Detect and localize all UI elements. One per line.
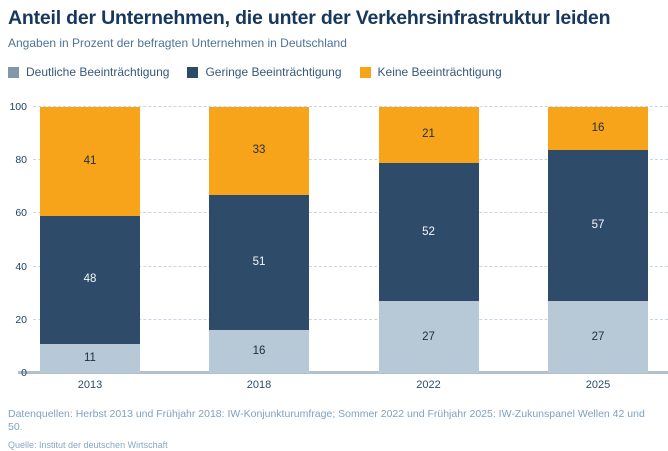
value-label: 27 (422, 330, 435, 343)
legend-label: Keine Beeinträchtigung (377, 65, 502, 79)
legend-marker-icon (359, 66, 371, 78)
legend-item-1: Geringe Beeinträchtigung (187, 65, 342, 79)
bar-2022: 27 52 21 (378, 107, 479, 373)
value-label: 11 (84, 351, 96, 364)
bar-segment-2025-series-2: 16 (548, 107, 648, 150)
value-label: 21 (422, 128, 435, 141)
gridline-60 (33, 212, 668, 214)
x-tick-label-2013: 2013 (77, 379, 103, 391)
y-tick-label-0: 0 (21, 367, 27, 379)
y-tick-label-40: 40 (15, 260, 27, 273)
x-tick-label-2022: 2022 (416, 379, 441, 391)
value-label: 33 (252, 144, 266, 157)
gridline-40 (33, 265, 668, 267)
chart-subtitle: Angaben in Prozent der befragten Unterne… (8, 36, 347, 50)
y-tick-label-100: 100 (9, 101, 27, 113)
value-label: 52 (422, 225, 435, 238)
bar-2013: 11 48 41 (40, 107, 140, 373)
legend-marker-icon (187, 66, 199, 78)
chart-title: Anteil der Unternehmen, die unter der Ve… (8, 7, 611, 29)
x-axis: 2013 2018 2022 2025 (0, 373, 668, 395)
y-tick-label-80: 80 (15, 154, 27, 167)
x-tick-label-2025: 2025 (585, 379, 611, 391)
bar-segment-2013-series-1: 48 (40, 216, 140, 344)
plot-area: 0 20 40 60 80 100 11 48 41 16 51 33 27 52 21 27 57 16 (0, 101, 668, 379)
bar-segment-2025-series-0: 27 (548, 301, 648, 373)
legend-label: Deutliche Beeinträchtigung (26, 65, 170, 79)
bar-segment-2013-series-0: 11 (40, 343, 140, 373)
bar-segment-2022-series-2: 21 (378, 107, 479, 163)
gridline-80 (33, 159, 668, 161)
bar-segment-2018-series-2: 33 (209, 107, 309, 195)
gridline-100 (33, 106, 668, 107)
y-tick-label-20: 20 (15, 313, 27, 326)
y-tick-label-60: 60 (15, 207, 27, 220)
bar-segment-2025-series-1: 57 (548, 149, 648, 302)
value-label: 57 (591, 218, 605, 231)
legend: Deutliche Beeinträchtigung Geringe Beeint… (0, 65, 668, 79)
footer: Datenquellen: Herbst 2013 und Frühjahr 2… (0, 408, 668, 451)
footer-source: Quelle: Institut der deutschen Wirtschaf… (8, 440, 168, 450)
bar-2025: 27 57 16 (548, 107, 648, 373)
legend-item-2: Keine Beeinträchtigung (359, 65, 502, 79)
bar-segment-2022-series-1: 52 (378, 162, 479, 302)
bar-segment-2018-series-0: 16 (209, 330, 309, 373)
bar-segment-2018-series-1: 51 (209, 194, 309, 331)
value-label: 48 (83, 273, 97, 286)
legend-marker-icon (8, 66, 19, 78)
bar-segment-2013-series-2: 41 (40, 107, 140, 217)
x-axis-baseline (18, 371, 668, 374)
bar-segment-2022-series-0: 27 (378, 301, 479, 373)
value-label: 16 (252, 345, 266, 358)
value-label: 51 (252, 256, 266, 269)
legend-label: Geringe Beeinträchtigung (205, 65, 342, 79)
footer-datasources: Datenquellen: Herbst 2013 und Frühjahr 2… (8, 408, 645, 433)
x-tick-label-2018: 2018 (246, 379, 272, 391)
bar-2018: 16 51 33 (209, 107, 309, 373)
value-label: 27 (591, 330, 605, 343)
gridline-20 (33, 318, 668, 320)
value-label: 16 (591, 121, 605, 134)
legend-item-0: Deutliche Beeinträchtigung (8, 65, 169, 79)
value-label: 41 (83, 155, 97, 168)
